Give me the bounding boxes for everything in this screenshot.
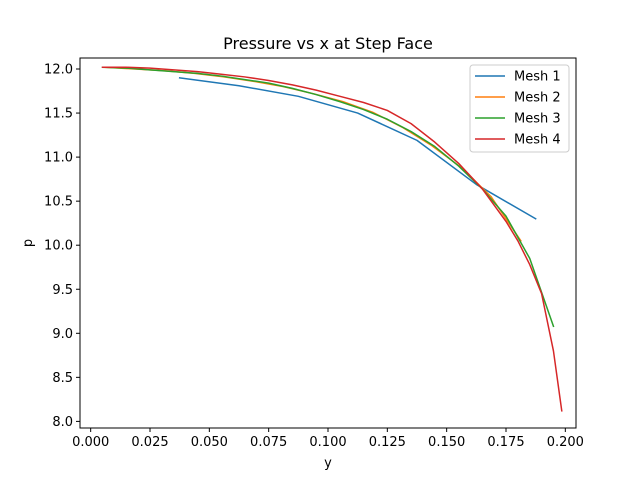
x-axis-ticks: 0.000 0.025 0.050 0.075 0.100 0.125 0.150 0.175… (72, 428, 584, 450)
y-tick-label: 11.0 (44, 151, 73, 166)
legend-label-3: Mesh 3 (514, 112, 561, 127)
y-tick-label: 12.0 (44, 63, 73, 78)
x-tick-label: 0.100 (309, 435, 346, 450)
x-tick-label: 0.200 (547, 435, 584, 450)
y-tick-label: 10.5 (44, 195, 73, 210)
x-tick-label: 0.000 (72, 435, 109, 450)
chart-title: Pressure vs x at Step Face (223, 34, 433, 53)
y-tick-label: 10.0 (44, 239, 73, 254)
x-tick-label: 0.025 (131, 435, 168, 450)
y-tick-label: 8.0 (52, 415, 73, 430)
y-axis-ticks: 8.0 8.5 9.0 9.5 10.0 10.5 11.0 11.5 12.0 (44, 63, 80, 430)
x-tick-label: 0.050 (191, 435, 228, 450)
legend-label-2: Mesh 2 (514, 91, 561, 106)
y-tick-label: 9.5 (52, 283, 73, 298)
x-tick-label: 0.075 (250, 435, 287, 450)
legend: Mesh 1 Mesh 2 Mesh 3 Mesh 4 (469, 64, 570, 153)
x-tick-label: 0.175 (487, 435, 524, 450)
legend-label-1: Mesh 1 (514, 70, 561, 85)
y-tick-label: 9.0 (52, 327, 73, 342)
plot-lines (101, 66, 563, 412)
series-line-1 (178, 76, 537, 220)
series-line-4 (101, 66, 563, 412)
y-axis-label: p (21, 239, 36, 247)
x-axis-label: y (324, 456, 332, 471)
x-tick-label: 0.125 (369, 435, 406, 450)
x-tick-label: 0.150 (428, 435, 465, 450)
legend-label-4: Mesh 4 (514, 133, 561, 148)
y-tick-label: 8.5 (52, 371, 73, 386)
y-tick-label: 11.5 (44, 107, 73, 122)
legend-box (469, 64, 570, 153)
